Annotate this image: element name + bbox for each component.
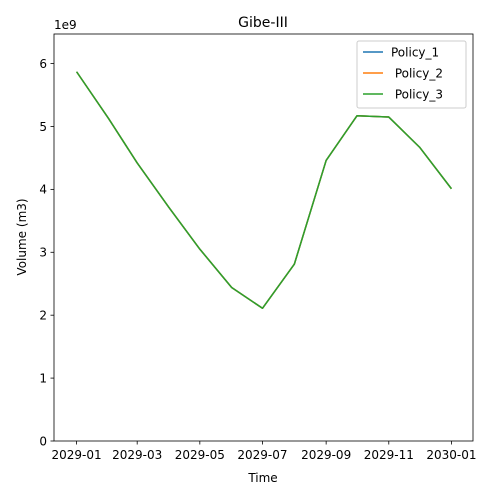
legend-box bbox=[356, 40, 467, 109]
y-tick-label: 4 bbox=[39, 183, 47, 197]
x-tick-label: 2029-09 bbox=[301, 448, 351, 462]
legend-label: Policy_2 bbox=[391, 66, 443, 80]
y-tick-label: 1 bbox=[39, 371, 47, 385]
series-line-policy-3 bbox=[75, 71, 453, 310]
legend-label: Policy_1 bbox=[391, 45, 439, 59]
y-multiplier-label: 1e9 bbox=[54, 18, 77, 32]
y-axis-label: Volume (m3) bbox=[15, 198, 29, 275]
x-tick-label: 2030-01 bbox=[426, 448, 476, 462]
x-tick-label: 2029-03 bbox=[112, 448, 162, 462]
y-tick-label: 2 bbox=[39, 308, 47, 322]
plot-frame bbox=[53, 33, 474, 442]
axes-layer bbox=[53, 33, 474, 442]
series-layer bbox=[75, 71, 453, 310]
y-axis: 0 1 2 3 4 5 6 bbox=[39, 57, 54, 448]
y-tick-label: 6 bbox=[39, 57, 47, 71]
legend-label: Policy_3 bbox=[391, 87, 443, 101]
x-tick-label: 2029-11 bbox=[364, 448, 414, 462]
y-tick-label: 0 bbox=[39, 434, 47, 448]
y-tick-label: 5 bbox=[39, 120, 47, 134]
x-axis-label: Time bbox=[247, 471, 277, 485]
y-tick-label: 3 bbox=[39, 246, 47, 260]
x-axis: 2029-01 2029-03 2029-05 2029-07 2029-09 2029-… bbox=[52, 441, 477, 462]
chart-title: Gibe-III bbox=[238, 15, 288, 31]
x-tick-label: 2029-07 bbox=[237, 448, 287, 462]
x-tick-label: 2029-01 bbox=[52, 448, 102, 462]
legend: Policy_1 Policy_2 Policy_3 bbox=[356, 40, 467, 109]
x-tick-label: 2029-05 bbox=[175, 448, 225, 462]
